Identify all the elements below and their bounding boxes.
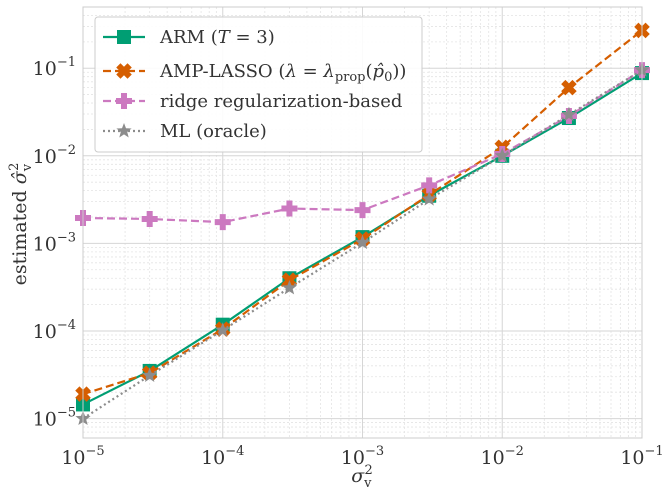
y-axis-label-sup: 2 [7, 163, 22, 171]
x-tick-label: 10−4 [201, 444, 244, 469]
data-point [561, 79, 577, 96]
legend-label: ridge regularization-based [160, 91, 402, 112]
legend-item: ARM (T = 3) [103, 27, 275, 48]
x-axis-label-sub: v [363, 476, 372, 491]
data-point [281, 279, 298, 295]
x-axis-label: σv2 [351, 463, 373, 491]
y-tick-label: 10−1 [33, 55, 76, 80]
x-axis-label-sup: 2 [365, 463, 373, 478]
data-point [354, 234, 371, 250]
legend-marker [116, 93, 132, 109]
y-tick-label: 10−2 [33, 143, 76, 168]
y-axis-label-base: σ̂ [9, 170, 31, 184]
data-point [142, 367, 158, 382]
data-point [561, 106, 577, 122]
legend-item: AMP-LASSO (λ = λprop(p̂0)) [103, 61, 406, 85]
data-point [214, 214, 231, 231]
legend: ARM (T = 3) AMP-LASSO (λ = λprop(p̂0)) rid… [94, 16, 423, 153]
data-point [421, 191, 437, 206]
x-tick-label: 10−3 [341, 444, 384, 469]
series-line [82, 29, 643, 396]
data-point [421, 177, 438, 194]
y-tick-labels: 10−5 10−4 10−3 10−2 10−1 [33, 55, 76, 430]
y-tick-label: 10−3 [33, 230, 76, 255]
x-tick-label: 10−2 [481, 444, 524, 469]
data-point [215, 322, 231, 337]
legend-label: ML (oracle) [160, 121, 267, 142]
legend-label: ARM (T = 3) [159, 27, 275, 48]
legend-item: ridge regularization-based [103, 91, 402, 112]
x-axis-label-base: σ [351, 465, 365, 487]
legend-box [94, 16, 423, 153]
x-tick-label: 10−1 [620, 444, 663, 469]
data-point [281, 200, 298, 217]
x-tick-label: 10−5 [61, 444, 104, 469]
legend-marker [116, 123, 132, 138]
x-tick-labels: 10−5 10−4 10−3 10−2 10−1 [61, 444, 663, 469]
y-axis-label-sub: v [20, 163, 35, 172]
data-point [494, 147, 510, 163]
legend-marker [116, 63, 132, 79]
data-point [354, 202, 371, 219]
legend-item: ML (oracle) [103, 121, 267, 142]
legend-label: AMP-LASSO (λ = λprop(p̂0)) [159, 61, 406, 85]
y-tick-label: 10−4 [33, 318, 76, 343]
y-tick-label: 10−5 [33, 406, 76, 431]
plot-frame [82, 6, 643, 439]
legend-marker [117, 30, 131, 44]
y-axis-label-prefix: estimated [9, 184, 31, 285]
data-point [141, 210, 158, 227]
y-axis-label: estimated σ̂v2 [7, 163, 35, 286]
